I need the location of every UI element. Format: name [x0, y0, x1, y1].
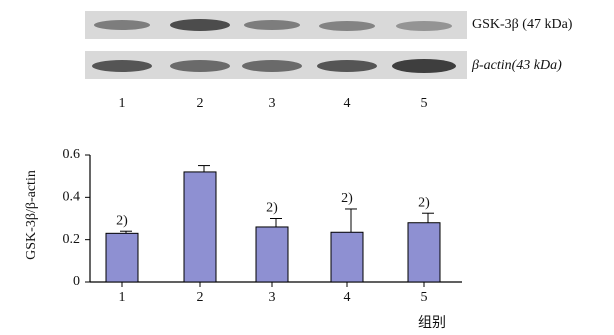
band — [317, 60, 377, 72]
x-tick-label: 1 — [119, 290, 126, 305]
band — [92, 60, 152, 72]
annotation: 2) — [418, 195, 430, 210]
bar — [184, 172, 216, 282]
band — [242, 60, 302, 72]
bar — [256, 227, 288, 282]
band — [319, 21, 375, 31]
annotation: 2) — [341, 191, 353, 206]
lane-label: 2 — [197, 96, 204, 111]
band — [94, 20, 150, 30]
x-tick-label: 2 — [197, 290, 204, 305]
x-axis-label: 组别 — [418, 315, 446, 331]
band — [170, 60, 230, 72]
y-tick-label: 0.2 — [63, 232, 81, 247]
blot-row-label: GSK-3β (47 kDa) — [472, 17, 573, 32]
annotation: 2) — [266, 201, 278, 216]
bar — [331, 232, 363, 282]
band — [170, 19, 230, 31]
lane-label: 5 — [421, 96, 428, 111]
blot-row-label: β-actin(43 kDa) — [471, 58, 562, 73]
bar — [106, 233, 138, 282]
annotation: 2) — [116, 213, 128, 228]
band — [396, 21, 452, 31]
x-tick-label: 3 — [269, 290, 276, 305]
band — [392, 59, 456, 73]
band — [244, 20, 300, 30]
bar — [408, 223, 440, 282]
x-tick-label: 5 — [421, 290, 428, 305]
y-tick-label: 0.4 — [63, 190, 81, 205]
figure: GSK-3β (47 kDa) β-actin(43 kDa) GSK-3β/β… — [0, 0, 614, 335]
lane-label: 4 — [344, 96, 351, 111]
y-axis-label: GSK-3β/β-actin — [24, 170, 39, 260]
y-tick-label: 0 — [73, 274, 80, 289]
lane-label: 1 — [119, 96, 126, 111]
x-tick-label: 4 — [344, 290, 351, 305]
y-tick-label: 0.6 — [63, 147, 81, 162]
western-blot: GSK-3β (47 kDa) β-actin(43 kDa) — [85, 11, 573, 79]
lane-label: 3 — [269, 96, 276, 111]
